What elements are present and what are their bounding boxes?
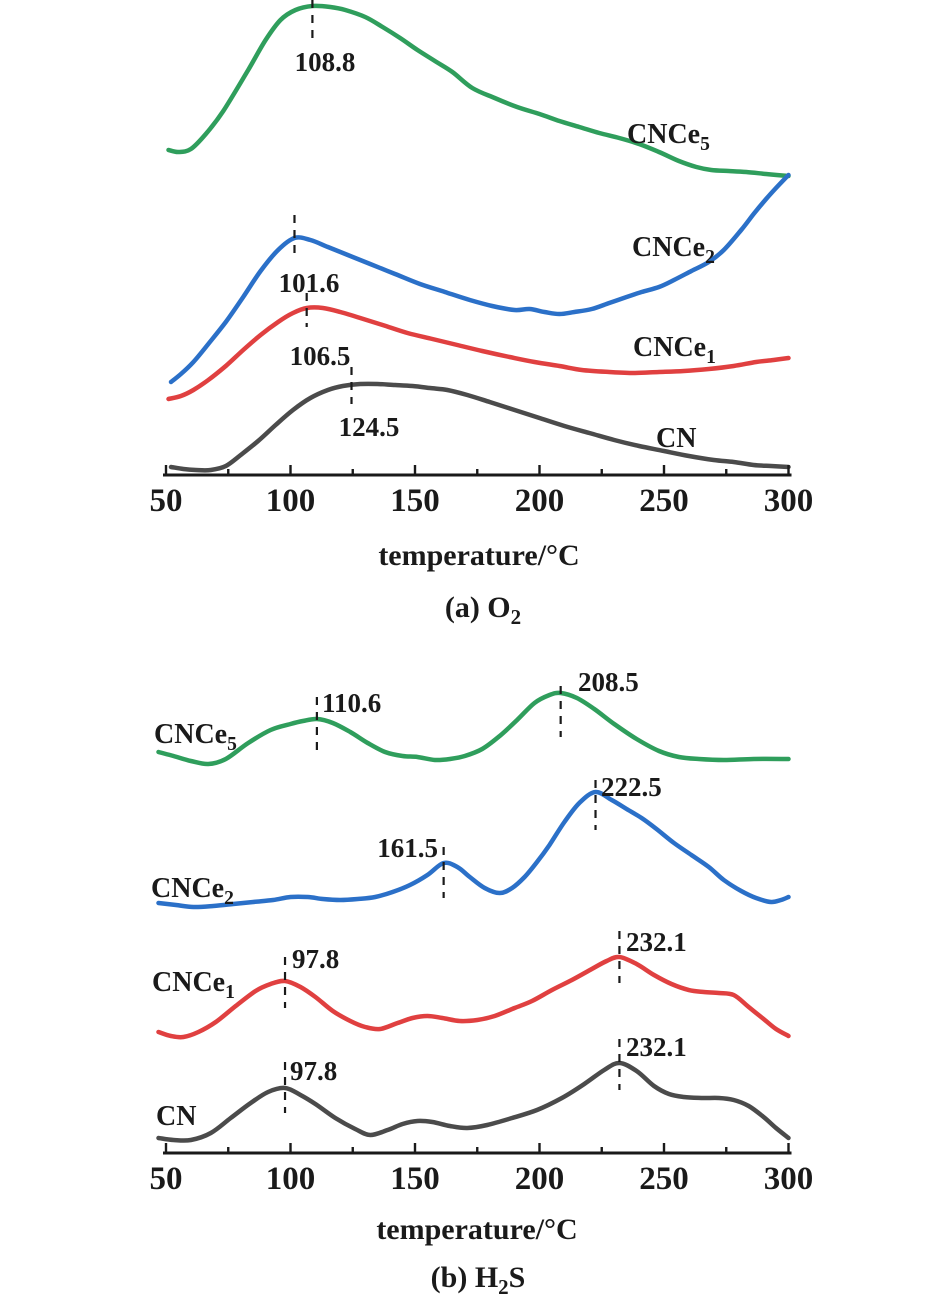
- x-tick-label: 50: [150, 483, 183, 519]
- series-label-cnce2-panel-a-text: CNCe: [632, 232, 705, 263]
- series-label-cnce2-panel-b: CNCe2: [151, 873, 234, 909]
- series-label-cnce5-panel-a-subscript: 5: [700, 134, 710, 155]
- panel-caption-b-text: (b) H: [431, 1261, 499, 1294]
- peak-label: 108.8: [295, 47, 356, 77]
- series-label-cnce5-panel-b: CNCe5: [154, 719, 237, 755]
- peak-label: 124.5: [339, 412, 400, 442]
- peak-label: 97.8: [292, 944, 339, 974]
- x-tick-label: 250: [639, 483, 689, 519]
- peak-label: 208.5: [578, 667, 639, 697]
- series-label-cnce2-panel-a-subscript: 2: [705, 247, 715, 268]
- series-label-cnce1-panel-b-subscript: 1: [225, 982, 235, 1003]
- x-axis-title-panel-a: temperature/°C: [378, 539, 579, 572]
- peak-label: 106.5: [290, 341, 351, 371]
- series-label-cnce2-panel-a: CNCe2: [632, 232, 715, 268]
- series-label-cnce5-panel-a: CNCe5: [627, 119, 710, 155]
- curve-cn-panel-b: [156, 1060, 791, 1143]
- x-tick-label: 100: [266, 1161, 316, 1197]
- peak-label: 161.5: [377, 833, 438, 863]
- series-label-cnce5-panel-b-subscript: 5: [227, 734, 237, 755]
- x-tick-label: 300: [764, 1161, 814, 1197]
- x-tick-label: 150: [390, 483, 440, 519]
- peak-label: 232.1: [626, 1032, 687, 1062]
- peak-label: 232.1: [626, 927, 687, 957]
- curve-cn-panel-a: [168, 381, 791, 473]
- panel-b: 110.6208.5CNCe5161.5222.5CNCe297.8232.1C…: [150, 667, 814, 1299]
- curve-cnce1-panel-a: [166, 305, 791, 402]
- series-label-cn-panel-b: CN: [156, 1101, 196, 1132]
- curve-cnce1-panel-b: [156, 954, 791, 1040]
- peak-label: 97.8: [290, 1056, 337, 1086]
- series-label-cnce1-panel-a-subscript: 1: [706, 347, 716, 368]
- series-label-cn-panel-a: CN: [656, 423, 696, 454]
- series-label-cnce1-panel-a: CNCe1: [633, 332, 716, 368]
- curve-cnce2-panel-a: [168, 172, 791, 385]
- series-label-cnce1-panel-a-text: CNCe: [633, 332, 706, 363]
- series-label-cnce2-panel-b-text: CNCe: [151, 873, 224, 904]
- panel-caption-a-subscript: 2: [511, 605, 522, 629]
- x-tick-label: 50: [150, 1161, 183, 1197]
- series-label-cn-panel-a-text: CN: [656, 423, 696, 454]
- curve-cnce2-panel-b: [156, 789, 791, 910]
- series-label-cnce5-panel-a-text: CNCe: [627, 119, 700, 150]
- peak-label: 101.6: [279, 268, 340, 298]
- curve-cnce5-panel-a: [166, 3, 791, 179]
- peak-label: 222.5: [601, 772, 662, 802]
- x-tick-label: 100: [266, 483, 316, 519]
- series-label-cnce2-panel-b-subscript: 2: [224, 888, 234, 909]
- panel-caption-b-subscript: 2: [498, 1275, 509, 1299]
- series-label-cn-panel-b-text: CN: [156, 1101, 196, 1132]
- x-tick-label: 250: [639, 1161, 689, 1197]
- series-label-cnce1-panel-b-text: CNCe: [152, 967, 225, 998]
- panel-caption-b-text: S: [509, 1261, 526, 1294]
- panel-caption-a-text: (a) O: [445, 591, 511, 624]
- series-label-cnce5-panel-b-text: CNCe: [154, 719, 227, 750]
- panel-caption-a: (a) O2: [445, 591, 521, 629]
- x-tick-label: 300: [764, 483, 814, 519]
- curve-cnce5-panel-b: [156, 690, 791, 767]
- x-tick-label: 200: [515, 1161, 565, 1197]
- series-label-cnce1-panel-b: CNCe1: [152, 967, 235, 1003]
- x-tick-label: 200: [515, 483, 565, 519]
- x-tick-label: 150: [390, 1161, 440, 1197]
- peak-label: 110.6: [322, 688, 381, 718]
- panel-caption-b: (b) H2S: [431, 1261, 526, 1299]
- x-axis-title-panel-b: temperature/°C: [376, 1213, 577, 1246]
